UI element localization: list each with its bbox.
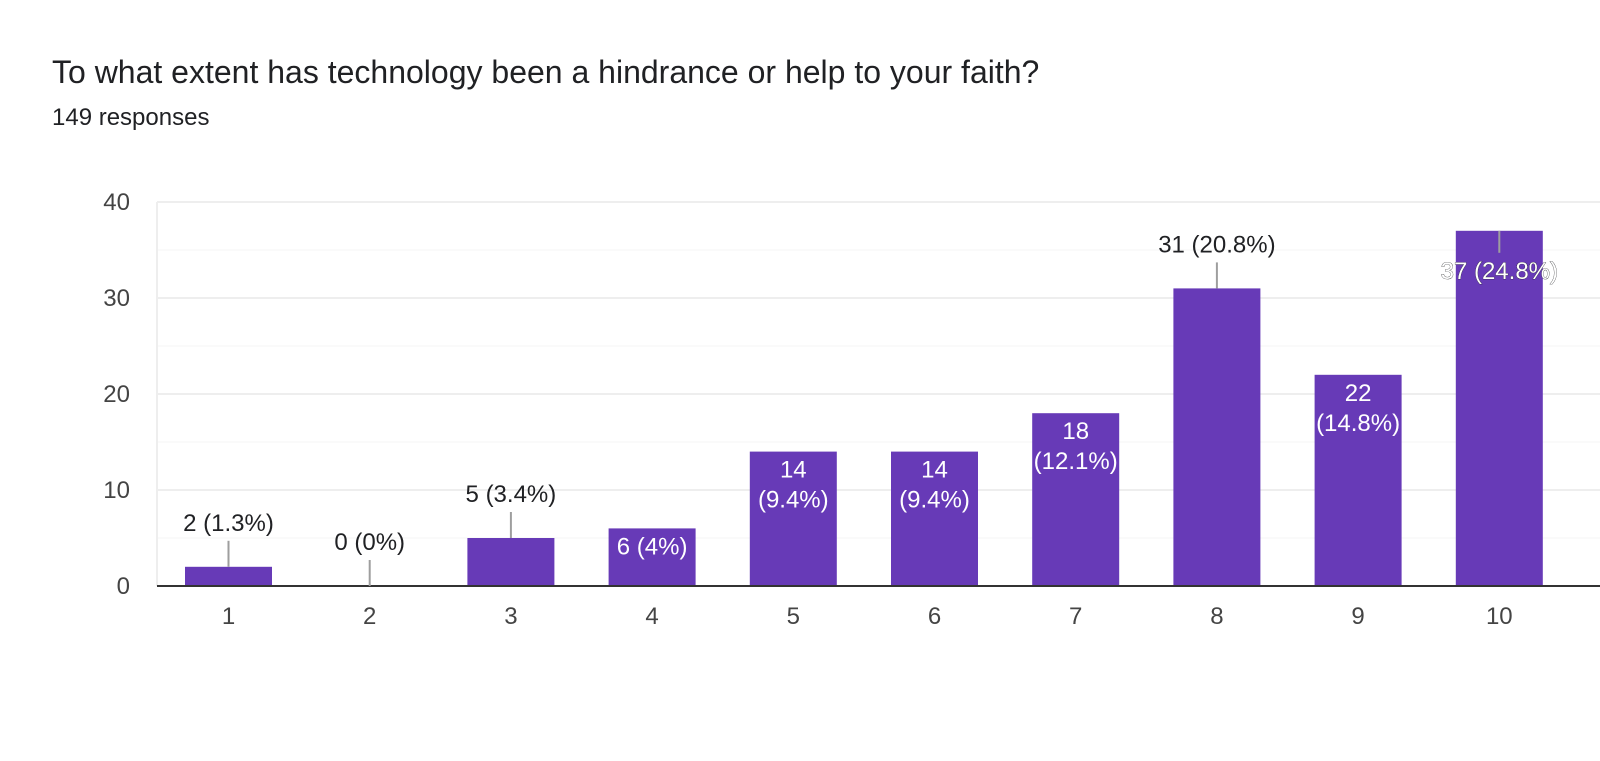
data-label: 14 (9.4%) [899,457,970,514]
data-label: 31 (20.8%) [1158,231,1275,258]
y-tick-label: 30 [103,285,130,312]
bar [1032,413,1120,586]
x-tick-label: 2 [363,603,376,630]
y-tick-label: 20 [103,381,130,408]
x-tick-label: 4 [645,603,658,630]
bar [467,538,555,586]
bar [1455,230,1543,587]
data-label: 0 (0%) [334,529,405,556]
x-tick-label: 1 [222,603,235,630]
x-tick-label: 9 [1351,603,1364,630]
y-tick-label: 40 [103,189,130,216]
chart-title: To what extent has technology been a hin… [52,54,1040,90]
x-tick-label: 3 [504,603,517,630]
data-label: 6 (4%) [617,533,688,560]
data-label: 2 (1.3%) [183,510,274,537]
data-label: 5 (3.4%) [466,481,557,508]
y-tick-label: 10 [103,477,130,504]
x-tick-label: 10 [1486,603,1513,630]
data-label: 22 (14.8%) [1316,380,1400,437]
x-tick-label: 6 [928,603,941,630]
bar [1173,288,1261,586]
response-count: 149 responses [52,104,210,131]
y-tick-label: 0 [117,573,130,600]
bar [891,451,978,586]
x-tick-label: 7 [1069,603,1082,630]
x-tick-label: 5 [787,603,800,630]
bar [185,566,272,586]
bar [749,451,837,586]
bar [608,528,696,586]
x-tick-label: 8 [1210,603,1223,630]
data-label: 37 (24.8%) [1441,258,1558,285]
data-label: 14 (9.4%) [758,457,829,514]
bar [1314,374,1402,586]
data-label: 18 (12.1%) [1034,418,1118,475]
